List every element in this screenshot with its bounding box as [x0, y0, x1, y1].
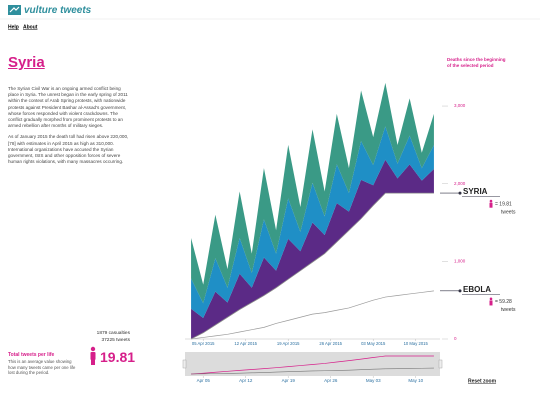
logo-mark: [9, 6, 20, 13]
navigator-tick-label: Apr 12: [239, 378, 253, 383]
x-tick-label: 05 Apr 2015: [192, 341, 215, 346]
x-tick-label: 03 May 2015: [361, 341, 386, 346]
area-layer: [191, 126, 434, 319]
y-tick-label: 1,000: [454, 259, 466, 264]
ratio-title: Total tweets per life: [8, 352, 55, 358]
tweet-count: 37225 tweets: [101, 338, 130, 343]
y-axis-title: Deaths since the beginning of the selecte…: [447, 57, 506, 68]
stats: 1879 casualties 37225 tweets: [60, 330, 130, 344]
country-title: Syria: [8, 54, 45, 71]
paragraph: As of January 2015 the death toll had ri…: [8, 134, 129, 165]
person-icon: [489, 297, 493, 301]
y-tick-label: 3,000: [454, 103, 466, 108]
navigator-tick-label: Apr 05: [197, 378, 211, 383]
person-icon: [489, 199, 493, 203]
ebola-line: [191, 290, 434, 340]
ratio-label: = 19.81: [495, 201, 512, 207]
person-icon: [90, 346, 96, 365]
person-icon: [489, 202, 493, 208]
navigator-tick-label: Apr 26: [324, 378, 338, 383]
navigator-line: [191, 355, 434, 375]
ratio-label: = 59.28: [495, 299, 512, 305]
casualties: 1879 casualties: [96, 331, 130, 336]
series-label: EBOLA: [463, 285, 491, 294]
ratio-value: 19.81: [100, 349, 136, 365]
logo-icon: [8, 5, 21, 15]
x-tick-label: 19 Apr 2015: [277, 341, 300, 346]
area-layer: [191, 82, 434, 304]
reset-zoom[interactable]: Reset zoom: [468, 378, 497, 384]
ratio-desc: This is an average value showing how man…: [8, 359, 76, 375]
series-label: SYRIA: [463, 187, 488, 196]
navigator-tick-label: Apr 19: [282, 378, 296, 383]
navigator-handle[interactable]: [182, 359, 187, 369]
nav-link[interactable]: Help: [8, 24, 19, 30]
description: The Syrian Civil War is an ongoing armed…: [8, 86, 132, 170]
syria-deaths-line: [190, 192, 434, 340]
person-icon: [489, 300, 493, 306]
navigator-tick-label: May 10: [408, 378, 423, 383]
navigator-tick-label: May 03: [366, 378, 381, 383]
label-dot: [458, 289, 462, 293]
ratio-unit: tweets: [501, 307, 516, 313]
ratio-unit: tweets: [501, 209, 516, 215]
nav-link[interactable]: About: [23, 24, 38, 30]
navigator-bg: [185, 352, 440, 376]
navigator-line: [191, 367, 434, 375]
x-tick-label: 10 May 2015: [404, 341, 429, 346]
navigator-handle[interactable]: [438, 359, 443, 369]
x-tick-label: 12 Apr 2015: [234, 341, 257, 346]
y-tick-label: 0: [454, 336, 457, 341]
label-dot: [458, 191, 462, 195]
paragraph: The Syrian Civil War is an ongoing armed…: [8, 86, 128, 129]
logo-text[interactable]: vulture tweets: [24, 5, 92, 16]
area-layer: [191, 159, 434, 339]
y-tick-label: 2,000: [454, 181, 466, 186]
x-tick-label: 26 Apr 2015: [319, 341, 342, 346]
